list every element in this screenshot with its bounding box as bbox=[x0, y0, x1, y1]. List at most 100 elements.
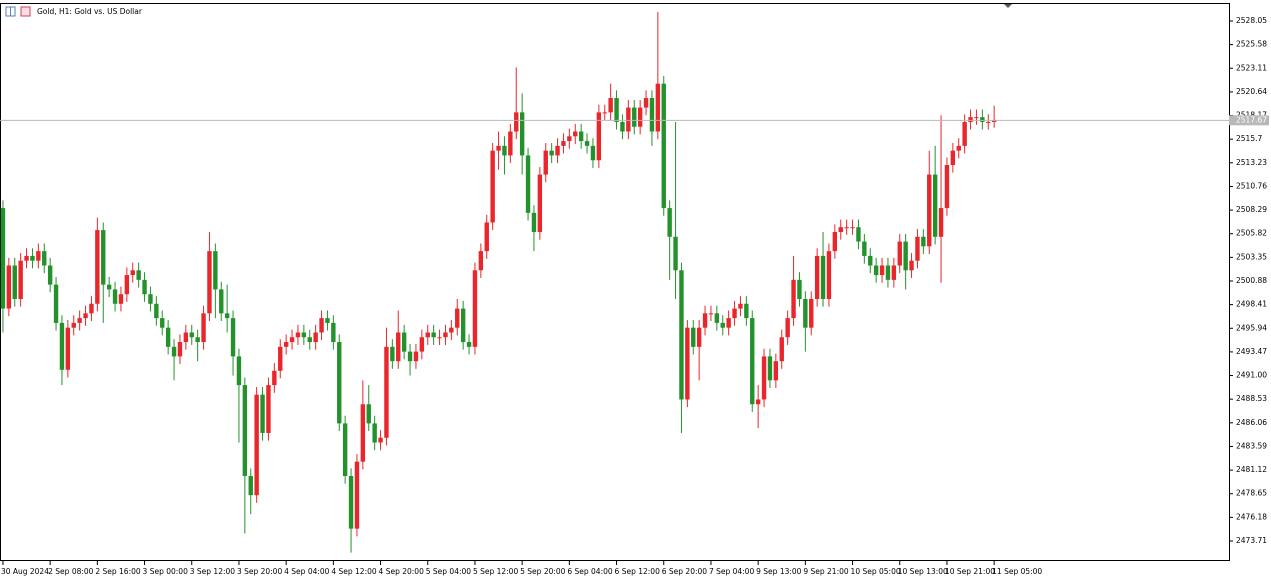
candle-body bbox=[944, 165, 950, 209]
candle-body bbox=[443, 332, 448, 338]
candle-body bbox=[160, 318, 165, 328]
candle-body bbox=[101, 230, 106, 285]
candle-body bbox=[868, 255, 873, 266]
x-tick-label: 2 Sep 16:00 bbox=[95, 567, 141, 576]
candle-body bbox=[183, 332, 189, 343]
candle-body bbox=[708, 313, 714, 315]
x-tick-label: 10 Sep 13:00 bbox=[898, 567, 948, 576]
candle-body bbox=[696, 327, 702, 347]
candle-body bbox=[643, 98, 649, 108]
y-tick-label: 2508.29 bbox=[1236, 205, 1267, 214]
candle-body bbox=[885, 265, 891, 280]
candle-body bbox=[195, 337, 200, 343]
candle-body bbox=[531, 212, 537, 232]
candle-body bbox=[407, 351, 413, 362]
candle-body bbox=[201, 313, 206, 343]
candle-body bbox=[148, 294, 153, 304]
candle-body bbox=[396, 332, 401, 362]
candle-body bbox=[242, 385, 248, 477]
candle-body bbox=[65, 327, 71, 370]
y-tick-label: 2525.58 bbox=[1236, 40, 1267, 49]
candle-body bbox=[189, 332, 194, 338]
x-tick-label: 3 Sep 12:00 bbox=[190, 567, 236, 576]
candle-body bbox=[502, 145, 507, 156]
candle-body bbox=[626, 107, 631, 132]
current-price-box bbox=[1229, 115, 1269, 126]
candle-body bbox=[932, 174, 938, 237]
candle-body bbox=[460, 308, 466, 343]
candle-body bbox=[313, 332, 318, 343]
candle-body bbox=[679, 270, 684, 400]
candle-body bbox=[301, 332, 307, 338]
candle-body bbox=[856, 227, 861, 242]
candle-body bbox=[348, 476, 354, 529]
x-tick-label: 10 Sep 05:00 bbox=[851, 567, 901, 576]
candle-body bbox=[956, 145, 961, 151]
candle-body bbox=[472, 270, 478, 347]
candle-body bbox=[384, 346, 389, 438]
candle-body bbox=[785, 318, 790, 338]
candle-body bbox=[236, 356, 242, 386]
candle-body bbox=[826, 251, 832, 299]
candle-body bbox=[47, 265, 53, 285]
candle-body bbox=[844, 227, 849, 229]
candle-body bbox=[219, 289, 224, 314]
plot-layer: 2473.71 2476.18 2478.65 2481.12 2483.59 2486.… bbox=[0, 11, 1269, 576]
candle-body bbox=[24, 255, 29, 261]
candle-body bbox=[637, 107, 643, 127]
candle-body bbox=[295, 332, 301, 338]
x-tick-label: 2 Sep 08:00 bbox=[48, 567, 94, 576]
candle-body bbox=[337, 342, 342, 424]
y-tick-label: 2478.65 bbox=[1236, 489, 1267, 498]
candle-body bbox=[83, 313, 88, 319]
candle-body bbox=[71, 322, 76, 328]
candle-body bbox=[331, 322, 336, 343]
candle-body bbox=[921, 236, 926, 247]
x-tick-label: 4 Sep 12:00 bbox=[331, 567, 377, 576]
y-tick-label: 2518.17 bbox=[1236, 111, 1267, 120]
x-tick-label: 9 Sep 13:00 bbox=[756, 567, 802, 576]
candle-body bbox=[42, 251, 47, 266]
candle-body bbox=[561, 141, 566, 146]
candle-body bbox=[862, 241, 867, 256]
x-tick-label: 3 Sep 00:00 bbox=[143, 567, 189, 576]
candle-body bbox=[632, 107, 637, 127]
chart-title: Gold, H1: Gold vs. US Dollar bbox=[37, 7, 143, 16]
candle-body bbox=[974, 117, 979, 119]
candle-body bbox=[478, 251, 484, 271]
candle-body bbox=[714, 313, 720, 323]
candle-body bbox=[53, 284, 59, 323]
candle-body bbox=[850, 227, 855, 229]
candle-body bbox=[0, 208, 6, 309]
y-tick-label: 2493.47 bbox=[1236, 347, 1267, 356]
candle-body bbox=[915, 236, 920, 261]
candle-body bbox=[378, 437, 383, 443]
candle-body bbox=[514, 112, 519, 132]
candle-body bbox=[543, 150, 548, 175]
symbol-icon bbox=[5, 6, 31, 17]
y-tick-label: 2491.00 bbox=[1236, 371, 1267, 380]
candle-body bbox=[95, 230, 100, 304]
candle-body bbox=[496, 145, 501, 151]
candle-body bbox=[36, 251, 41, 261]
candle-body bbox=[118, 294, 124, 304]
candle-body bbox=[171, 346, 177, 357]
candle-body bbox=[366, 404, 371, 424]
y-tick-label: 2483.59 bbox=[1236, 441, 1267, 450]
candle-body bbox=[667, 208, 672, 237]
candle-body bbox=[207, 251, 212, 314]
candle-body bbox=[413, 351, 419, 362]
y-tick-label: 2500.88 bbox=[1236, 276, 1267, 285]
candle-body bbox=[720, 322, 725, 328]
candle-body bbox=[283, 342, 289, 347]
x-tick-label: 9 Sep 21:00 bbox=[803, 567, 849, 576]
candle-body bbox=[519, 112, 525, 156]
candle-body bbox=[726, 318, 731, 328]
candle-body bbox=[797, 279, 802, 299]
candle-body bbox=[449, 327, 454, 333]
candle-body bbox=[832, 231, 838, 252]
y-tick-label: 2513.23 bbox=[1236, 158, 1267, 167]
candle-body bbox=[732, 308, 737, 319]
candle-body bbox=[254, 394, 259, 496]
candle-body bbox=[755, 399, 761, 405]
